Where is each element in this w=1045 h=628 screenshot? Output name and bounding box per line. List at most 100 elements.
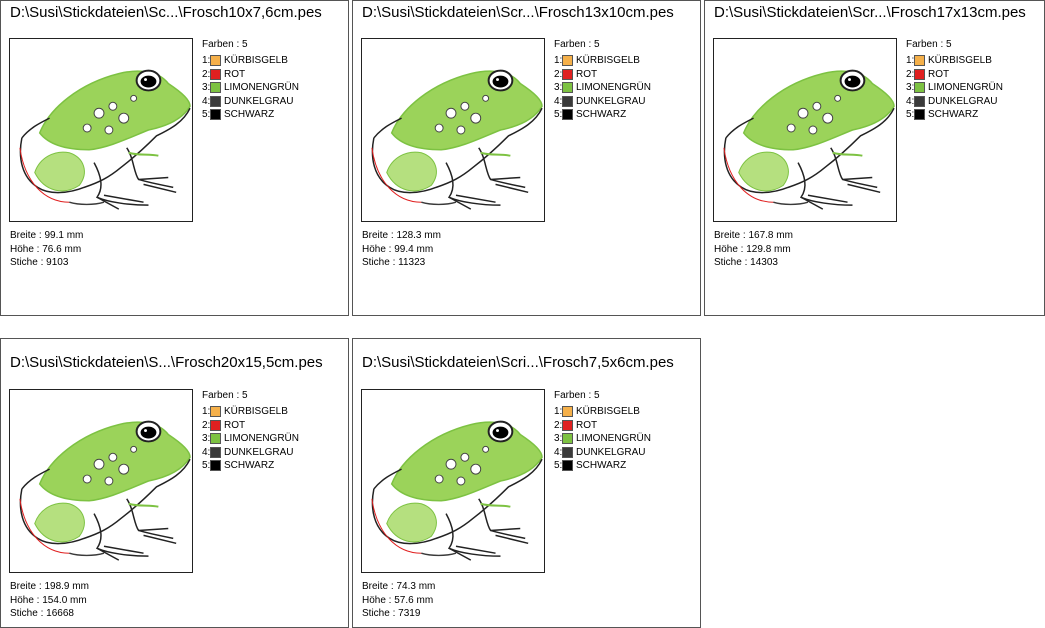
color-name: KÜRBISGELB [576,406,640,418]
color-row: 5: SCHWARZ [906,108,1003,122]
color-row: 2: ROT [554,419,651,433]
color-index: 4: [202,446,211,458]
color-swatch [210,406,221,418]
design-card[interactable]: D:\Susi\Stickdateien\Scr...\Frosch13x10c… [352,0,701,316]
colors-title: Farben : 5 [554,39,600,50]
color-index: 4: [906,95,915,107]
color-index: 2: [554,68,563,80]
color-index: 4: [202,95,211,107]
design-card[interactable]: D:\Susi\Stickdateien\Sc...\Frosch10x7,6c… [0,0,349,316]
stitch-count: Stiche : 9103 [10,257,69,268]
color-name: KÜRBISGELB [576,55,640,67]
stitch-count: Stiche : 16668 [10,608,74,619]
color-name: ROT [224,419,246,431]
design-preview[interactable] [9,389,193,573]
color-swatch [562,55,573,67]
height-value: Höhe : 129.8 mm [714,243,791,255]
color-row: 1: KÜRBISGELB [554,405,651,419]
height-value: Höhe : 57.6 mm [362,594,434,606]
design-preview[interactable] [9,38,193,222]
color-index: 3: [554,433,563,445]
frog-embroidery-image [371,420,543,561]
color-name: KÜRBISGELB [928,55,992,67]
color-row: 3: LIMONENGRÜN [554,81,651,95]
color-name: LIMONENGRÜN [576,433,652,445]
color-row: 2: ROT [554,68,651,82]
color-swatch [914,82,925,94]
color-name: KÜRBISGELB [224,55,288,67]
color-row: 2: ROT [906,68,1003,82]
color-name: ROT [224,68,246,80]
color-index: 1: [906,55,915,67]
stitch-count: Stiche : 7319 [362,608,421,619]
color-index: 2: [554,419,563,431]
color-index: 2: [906,68,915,80]
color-row: 3: LIMONENGRÜN [906,81,1003,95]
width-value: Breite : 74.3 mm [362,581,436,592]
color-index: 1: [554,406,563,418]
color-swatch [562,68,573,80]
color-row: 4: DUNKELGRAU [202,446,299,460]
color-index: 5: [554,109,563,121]
design-stats: Breite : 128.3 mm Höhe : 99.4 mm Stiche … [362,229,441,270]
file-path: D:\Susi\Stickdateien\Scr...\Frosch13x10c… [362,4,674,21]
color-row: 5: SCHWARZ [554,108,651,122]
file-path: D:\Susi\Stickdateien\Scri...\Frosch7,5x6… [362,354,674,371]
color-index: 5: [202,460,211,472]
color-swatch [210,95,221,107]
color-name: LIMONENGRÜN [576,82,652,94]
color-swatch [562,82,573,94]
design-preview[interactable] [713,38,897,222]
height-value: Höhe : 154.0 mm [10,594,87,606]
stitch-count: Stiche : 11323 [362,257,426,268]
color-index: 3: [202,82,211,94]
design-preview[interactable] [361,38,545,222]
width-value: Breite : 198.9 mm [10,581,89,592]
color-row: 3: LIMONENGRÜN [202,81,299,95]
color-row: 5: SCHWARZ [554,459,651,473]
color-index: 3: [906,82,915,94]
color-name: LIMONENGRÜN [224,82,300,94]
color-name: SCHWARZ [224,460,275,472]
color-name: LIMONENGRÜN [224,433,300,445]
colors-title: Farben : 5 [906,39,952,50]
height-value: Höhe : 76.6 mm [10,243,82,255]
design-stats: Breite : 198.9 mm Höhe : 154.0 mm Stiche… [10,580,89,621]
color-swatch [914,68,925,80]
color-name: KÜRBISGELB [224,406,288,418]
color-name: DUNKELGRAU [224,95,294,107]
color-list: Farben : 5 1: KÜRBISGELB 2: ROT 3: LIMONENGRÜ… [202,39,299,122]
frog-embroidery-image [19,420,191,561]
color-swatch [210,446,221,458]
color-name: DUNKELGRAU [576,95,646,107]
color-swatch [210,68,221,80]
color-index: 5: [554,460,563,472]
color-list: Farben : 5 1: KÜRBISGELB 2: ROT 3: LIMONENGRÜ… [554,39,651,122]
design-stats: Breite : 74.3 mm Höhe : 57.6 mm Stiche :… [362,580,435,621]
color-index: 2: [202,68,211,80]
color-row: 3: LIMONENGRÜN [554,432,651,446]
file-path: D:\Susi\Stickdateien\S...\Frosch20x15,5c… [10,354,323,371]
color-index: 4: [554,446,563,458]
color-index: 3: [554,82,563,94]
color-row: 1: KÜRBISGELB [554,54,651,68]
design-card[interactable]: D:\Susi\Stickdateien\Scri...\Frosch7,5x6… [352,338,701,628]
color-swatch [210,419,221,431]
color-swatch [562,95,573,107]
color-name: LIMONENGRÜN [928,82,1004,94]
design-card[interactable]: D:\Susi\Stickdateien\Scr...\Frosch17x13c… [704,0,1045,316]
color-row: 1: KÜRBISGELB [202,54,299,68]
color-name: ROT [576,68,598,80]
colors-title: Farben : 5 [554,390,600,401]
frog-embroidery-image [371,69,543,210]
width-value: Breite : 167.8 mm [714,230,793,241]
design-preview[interactable] [361,389,545,573]
file-path: D:\Susi\Stickdateien\Sc...\Frosch10x7,6c… [10,4,322,21]
colors-title: Farben : 5 [202,390,248,401]
stitch-count: Stiche : 14303 [714,257,778,268]
color-row: 4: DUNKELGRAU [554,95,651,109]
color-name: SCHWARZ [576,109,627,121]
color-index: 2: [202,419,211,431]
color-index: 1: [202,55,211,67]
design-card[interactable]: D:\Susi\Stickdateien\S...\Frosch20x15,5c… [0,338,349,628]
